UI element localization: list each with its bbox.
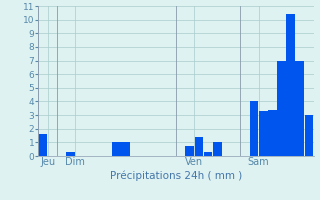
Bar xyxy=(112,142,121,156)
Bar xyxy=(185,146,194,156)
Bar xyxy=(277,61,286,156)
Bar xyxy=(250,101,258,156)
Bar xyxy=(39,134,47,156)
X-axis label: Précipitations 24h ( mm ): Précipitations 24h ( mm ) xyxy=(110,170,242,181)
Bar xyxy=(204,152,212,156)
Bar xyxy=(121,142,130,156)
Bar xyxy=(305,115,313,156)
Bar xyxy=(66,152,75,156)
Bar xyxy=(259,111,268,156)
Bar xyxy=(195,137,203,156)
Bar xyxy=(295,61,304,156)
Bar xyxy=(286,14,295,156)
Bar xyxy=(213,142,222,156)
Bar xyxy=(268,110,277,156)
